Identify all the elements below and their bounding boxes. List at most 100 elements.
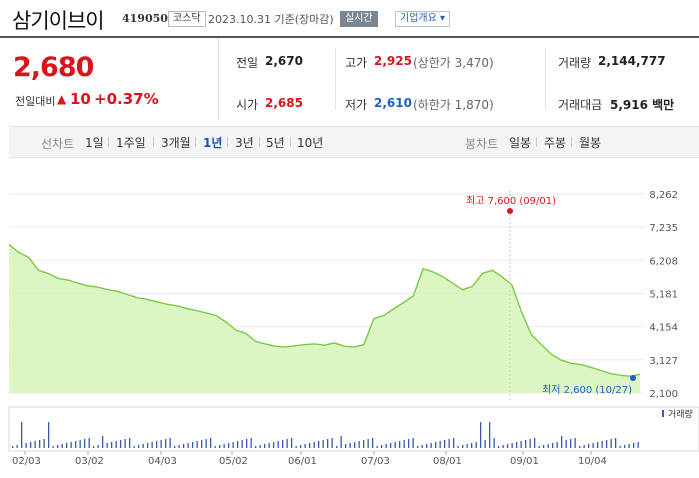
volume-bar	[70, 442, 72, 448]
volume-bar	[448, 439, 450, 448]
volume-bar	[124, 439, 126, 448]
volume-bar	[115, 441, 117, 448]
volume-bar	[516, 442, 518, 448]
volume-bar	[277, 441, 279, 448]
x-tick-label: 10/04	[578, 456, 607, 467]
volume-bar	[610, 439, 612, 448]
volume-bar	[133, 446, 135, 448]
upper-limit: (상한가 3,470)	[413, 56, 494, 70]
max-annotation: 최고 7,600 (09/01)	[466, 195, 556, 207]
realtime-button[interactable]: 실시간	[340, 11, 378, 27]
volume-bar	[174, 446, 176, 448]
volume-bar	[48, 422, 50, 448]
period-3m[interactable]: 3개월	[161, 136, 191, 150]
period-1w[interactable]: 1주일	[116, 136, 146, 150]
candle-weekly[interactable]: 주봉	[544, 136, 567, 150]
candle-daily[interactable]: 일봉	[509, 136, 532, 150]
volume-bar	[61, 444, 63, 448]
base-date: 2023.10.31 기준(장마감)	[208, 13, 334, 26]
volume-bar	[543, 445, 545, 448]
volume-bar	[187, 443, 189, 448]
prev-close-label: 전일	[236, 56, 259, 70]
volume-label: 거래량	[558, 56, 592, 70]
y-tick-label: 4,154	[649, 323, 678, 334]
volume-bar	[183, 444, 185, 448]
volume-bar	[318, 441, 320, 448]
volume-bar	[219, 445, 221, 448]
volume-bar	[16, 445, 18, 448]
volume-bar	[547, 444, 549, 448]
volume-bar	[615, 438, 617, 448]
volume-bar	[637, 442, 639, 448]
volume-bar	[138, 445, 140, 448]
volume-bar	[556, 442, 558, 448]
volume-bar	[304, 444, 306, 448]
summary-divider	[335, 48, 336, 110]
volume-bar	[111, 442, 113, 448]
candle-monthly[interactable]: 월봉	[579, 136, 602, 150]
change-percent: +0.37%	[94, 90, 159, 108]
volume-bar	[142, 444, 144, 448]
volume-bar	[129, 438, 131, 448]
open-value: 2,685	[265, 96, 303, 110]
volume-bar	[106, 443, 108, 448]
volume-bar	[192, 442, 194, 448]
volume-bar	[327, 439, 329, 448]
volume-bar	[426, 444, 428, 448]
lower-limit: (하한가 1,870)	[413, 98, 494, 112]
volume-bar	[633, 443, 635, 448]
period-separator	[259, 137, 260, 147]
current-price-box: 2,680 전일대비 ▲ 10 +0.37%	[0, 38, 219, 120]
volume-bar	[336, 446, 338, 448]
y-tick-label: 8,262	[649, 190, 678, 201]
volume-bars	[12, 422, 639, 448]
amount-value: 5,916 백만	[610, 98, 675, 112]
market-badge: 코스닥	[168, 11, 206, 27]
volume-bar	[93, 446, 95, 448]
x-tick-label: 04/03	[148, 456, 177, 467]
period-5y[interactable]: 5년	[266, 136, 285, 150]
volume-bar	[466, 444, 468, 448]
volume-bar	[601, 441, 603, 448]
period-3y[interactable]: 3년	[235, 136, 254, 150]
volume-bar	[552, 443, 554, 448]
x-axis: 02/03 03/02 04/03 05/02 06/01 07/03 08/01 09/01…	[12, 451, 607, 467]
period-separator	[153, 137, 154, 147]
y-tick-label: 7,235	[649, 223, 678, 234]
volume-bar	[39, 440, 41, 448]
volume-bar	[462, 445, 464, 448]
volume-bar	[394, 442, 396, 448]
volume-bar	[475, 442, 477, 448]
y-tick-label: 5,181	[649, 290, 678, 301]
period-10y[interactable]: 10년	[297, 136, 324, 150]
volume-value: 2,144,777	[598, 54, 666, 68]
volume-bar	[210, 438, 212, 448]
volume-bar	[313, 442, 315, 448]
volume-bar	[273, 442, 275, 448]
volume-bar	[412, 438, 414, 448]
x-tick-label: 03/02	[75, 456, 104, 467]
volume-bar	[295, 446, 297, 448]
period-1y[interactable]: 1년	[203, 136, 223, 150]
volume-bar	[507, 444, 509, 448]
volume-bar	[259, 445, 261, 448]
period-1d[interactable]: 1일	[85, 136, 104, 150]
x-tick-label: 09/01	[510, 456, 539, 467]
volume-legend-marker	[662, 410, 664, 417]
volume-bar	[309, 443, 311, 448]
volume-bar	[592, 443, 594, 448]
company-overview-dropdown[interactable]: 기업개요 ▾	[395, 11, 450, 27]
volume-bar	[597, 442, 599, 448]
volume-bar	[489, 422, 491, 448]
max-point	[507, 208, 513, 214]
volume-bar	[43, 439, 45, 448]
volume-bar	[628, 444, 630, 448]
volume-bar	[453, 438, 455, 448]
candle-chart-label: 봉차트	[465, 137, 499, 151]
volume-legend: 거래량	[668, 408, 693, 420]
volume-bar	[408, 439, 410, 448]
amount-label: 거래대금	[558, 98, 603, 112]
line-chart-label: 선차트	[41, 137, 75, 151]
volume-bar	[169, 438, 171, 448]
up-arrow-icon: ▲	[57, 92, 67, 106]
